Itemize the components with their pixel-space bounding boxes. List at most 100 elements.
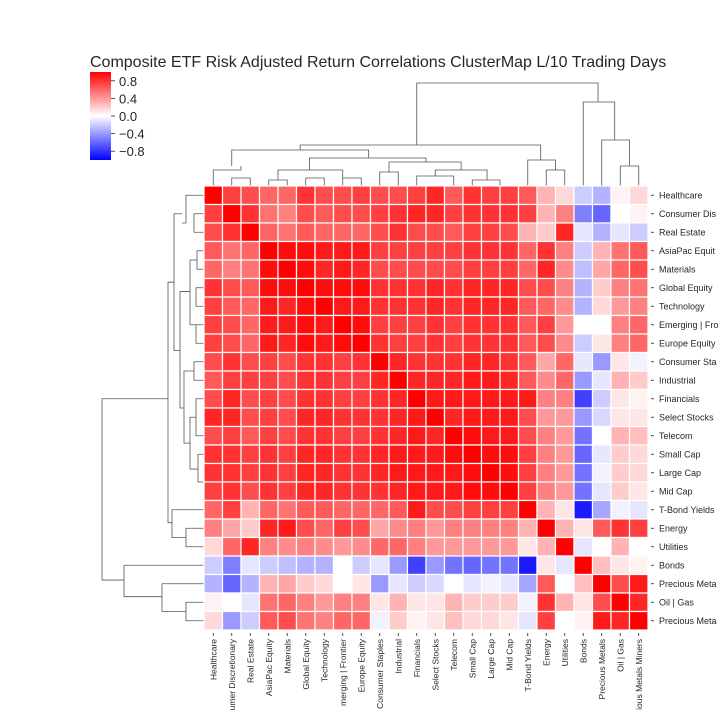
heatmap-cell	[499, 388, 520, 409]
heatmap-cell	[554, 573, 575, 594]
heatmap-cell	[295, 573, 316, 594]
heatmap-cell	[610, 555, 631, 576]
heatmap-cell	[332, 388, 353, 409]
heatmap-cell	[554, 259, 575, 280]
heatmap-cell	[203, 499, 224, 520]
heatmap-cell	[388, 407, 409, 428]
heatmap-cell	[480, 518, 501, 539]
heatmap-cell	[406, 203, 427, 224]
column-label: T-Bond Yields	[523, 639, 533, 691]
heatmap-cell	[425, 555, 446, 576]
heatmap-cell	[295, 370, 316, 391]
heatmap-cell	[462, 314, 483, 335]
dendrogram-link	[434, 169, 488, 180]
heatmap-cell	[240, 240, 261, 261]
heatmap-cell	[536, 370, 557, 391]
heatmap-cell	[425, 518, 446, 539]
heatmap-cell	[610, 518, 631, 539]
column-label: Small Cap	[467, 639, 477, 678]
heatmap-cell	[369, 351, 390, 372]
heatmap-cell	[480, 240, 501, 261]
dendrogram-link	[268, 179, 288, 186]
heatmap-cell	[388, 536, 409, 557]
heatmap-cell	[240, 610, 261, 631]
heatmap-cell	[591, 481, 612, 502]
dendrogram-link	[212, 166, 242, 186]
heatmap-cell	[388, 610, 409, 631]
heatmap-cell	[628, 444, 649, 465]
heatmap-cell	[240, 333, 261, 354]
heatmap-cell	[536, 481, 557, 502]
heatmap-cell	[314, 499, 335, 520]
heatmap-cell	[369, 314, 390, 335]
heatmap-cell	[443, 481, 464, 502]
heatmap-cell	[332, 259, 353, 280]
heatmap-cell	[517, 407, 538, 428]
heatmap-cell	[351, 425, 372, 446]
heatmap-cell	[499, 203, 520, 224]
heatmap-cell	[221, 388, 242, 409]
heatmap-cell	[499, 222, 520, 243]
heatmap-cell	[480, 277, 501, 298]
heatmap-cell	[388, 462, 409, 483]
heatmap-cell	[221, 425, 242, 446]
heatmap-cell	[443, 222, 464, 243]
heatmap-cell	[277, 240, 298, 261]
heatmap-cell	[573, 259, 594, 280]
heatmap-cell	[240, 573, 261, 594]
heatmap-cell	[258, 536, 279, 557]
heatmap-cell	[480, 573, 501, 594]
colorbar: 0.8 0.4 0.0 −0.4 −0.8	[90, 72, 145, 160]
heatmap-cell	[258, 185, 279, 206]
heatmap-cell	[332, 296, 353, 317]
heatmap-cell	[332, 592, 353, 613]
heatmap-cell	[517, 259, 538, 280]
heatmap-cell	[425, 444, 446, 465]
heatmap-cell	[480, 536, 501, 557]
dendrogram-link	[299, 144, 542, 160]
heatmap-cell	[221, 444, 242, 465]
heatmap-cell	[554, 370, 575, 391]
heatmap-cell	[258, 407, 279, 428]
heatmap-cell	[573, 185, 594, 206]
heatmap-cell	[536, 518, 557, 539]
heatmap-cell	[610, 222, 631, 243]
heatmap-cell	[628, 388, 649, 409]
column-label: Large Cap	[486, 639, 496, 679]
row-label: Technology	[659, 301, 705, 311]
heatmap-cell	[295, 296, 316, 317]
heatmap-cell	[462, 185, 483, 206]
column-label: Utilities	[560, 639, 570, 666]
heatmap-cell	[443, 351, 464, 372]
heatmap-cell	[277, 314, 298, 335]
heatmap-cell	[277, 462, 298, 483]
heatmap-cell	[351, 222, 372, 243]
dendrogram-link	[167, 281, 174, 524]
heatmap-cell	[499, 610, 520, 631]
heatmap-cell	[203, 388, 224, 409]
heatmap-cell	[314, 536, 335, 557]
heatmap-cell	[314, 185, 335, 206]
heatmap-cell	[203, 462, 224, 483]
column-label: Precious Metals	[597, 639, 607, 699]
heatmap-cell	[406, 444, 427, 465]
heatmap-cell	[221, 481, 242, 502]
heatmap-cell	[554, 444, 575, 465]
heatmap-cell	[536, 573, 557, 594]
heatmap-cell	[517, 185, 538, 206]
heatmap-cell	[295, 462, 316, 483]
heatmap-cell	[443, 314, 464, 335]
row-label: Industrial	[659, 375, 696, 385]
heatmap-cell	[314, 222, 335, 243]
heatmap-cell	[240, 277, 261, 298]
heatmap-cell	[573, 536, 594, 557]
heatmap-cell	[573, 518, 594, 539]
heatmap-cell	[610, 462, 631, 483]
heatmap-cell	[332, 222, 353, 243]
heatmap-cell	[628, 518, 649, 539]
heatmap-cell	[499, 573, 520, 594]
heatmap-cell	[258, 481, 279, 502]
column-label: Consumer Staples	[375, 639, 385, 709]
heatmap-cell	[499, 425, 520, 446]
heatmap-cell	[573, 499, 594, 520]
